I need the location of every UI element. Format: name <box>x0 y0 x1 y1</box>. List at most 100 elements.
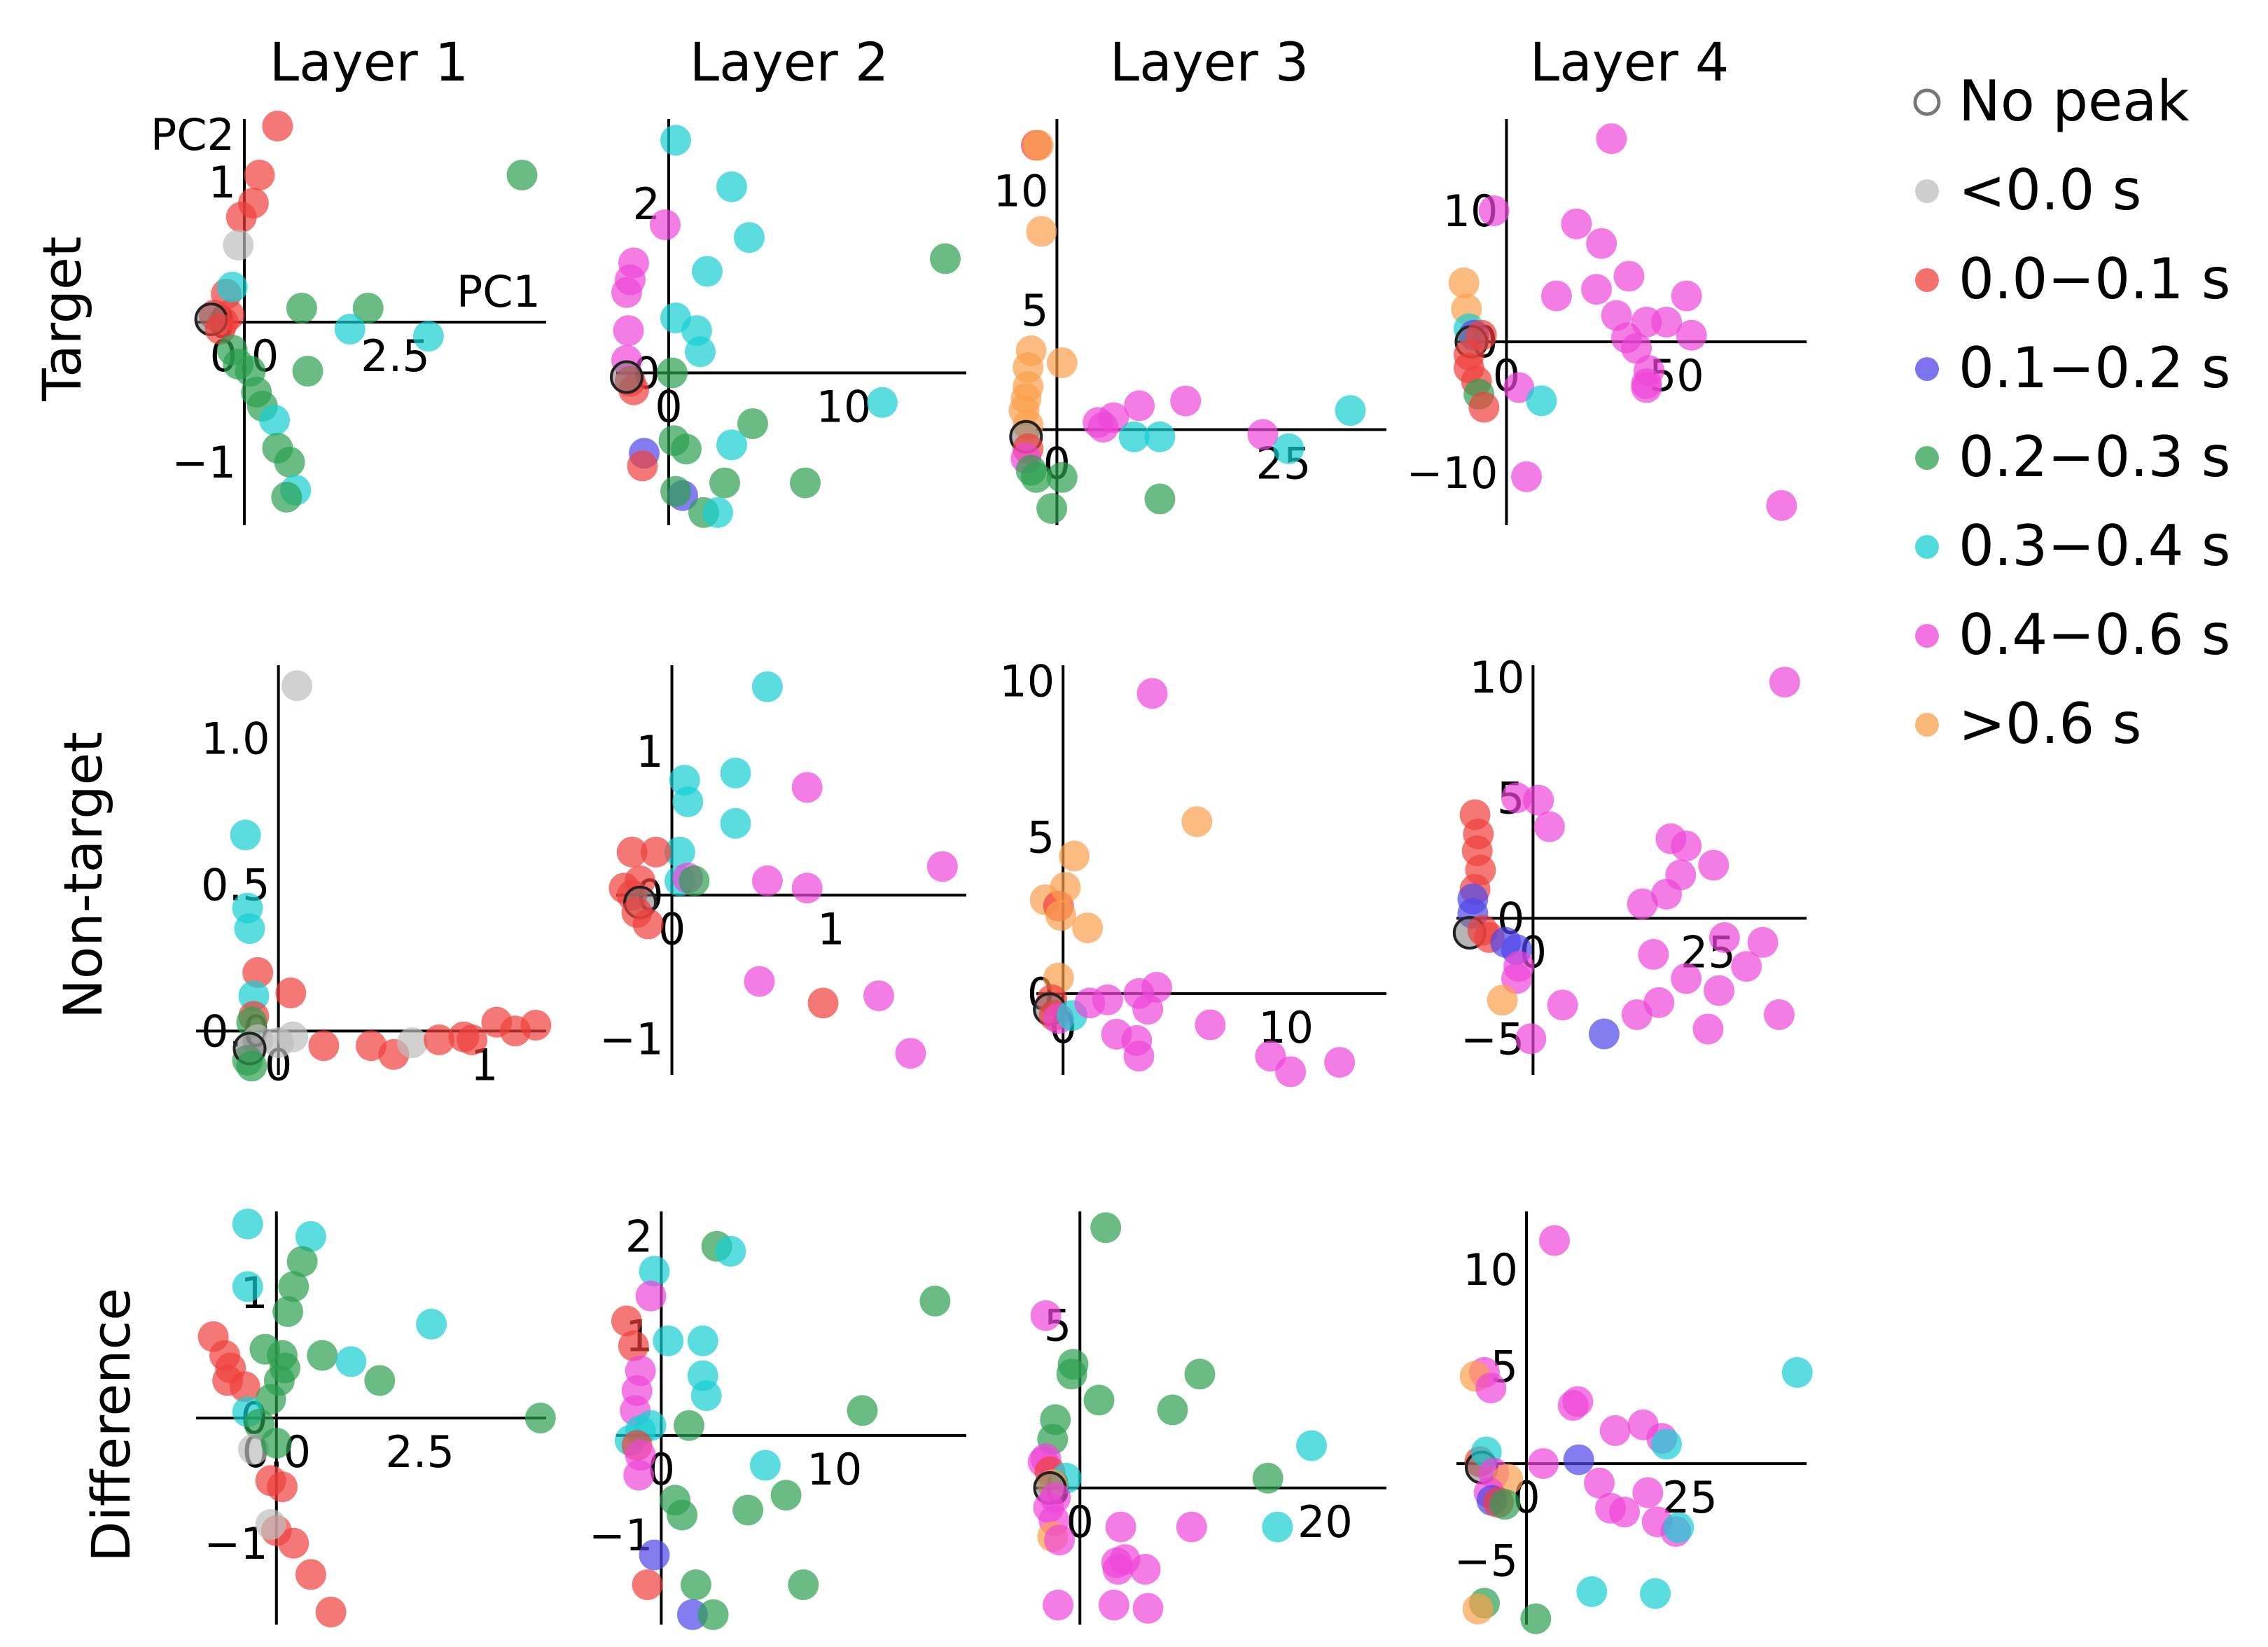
data-point-0-4-0-6-s <box>1044 1524 1076 1556</box>
data-point-0-2-0-3-s <box>1520 1603 1552 1634</box>
data-point-0-2-0-3-s <box>697 1599 729 1630</box>
data-point-0-4-0-6-s <box>751 865 783 896</box>
data-point-0-0-0-1-s <box>1468 391 1500 423</box>
data-point-0-2-0-3-s <box>1157 1394 1188 1426</box>
data-point-0-2-0-3-s <box>1036 493 1068 524</box>
data-point-0-4-0-6-s <box>1123 1041 1155 1072</box>
data-point-0-3-0-4-s <box>734 222 765 253</box>
data-point-0-0-0-1-s <box>520 1010 552 1041</box>
data-point-0-4-0-6-s <box>1747 926 1779 958</box>
data-point-0-6-s <box>1181 806 1213 838</box>
data-point-0-2-0-3-s <box>679 865 710 896</box>
legend: No peak <0.0 s 0.0−0.1 s 0.1−0.2 s 0.2−0.3 s… <box>1913 69 2231 756</box>
column-title-layer-1: Layer 1 <box>270 31 468 93</box>
y-tick-label: −5 <box>1454 1536 1518 1587</box>
legend-marker <box>1915 268 1939 292</box>
data-point-0-4-0-6-s <box>1195 1009 1226 1041</box>
data-point-0-4-0-6-s <box>1030 1300 1062 1331</box>
data-point-0-4-0-6-s <box>1621 999 1653 1030</box>
data-point-0-2-0-3-s <box>506 160 538 190</box>
data-point-0-4-0-6-s <box>1561 208 1592 239</box>
data-point-0-4-0-6-s <box>1247 419 1279 450</box>
y-tick-label: 1 <box>636 726 663 777</box>
data-point-0-3-0-4-s <box>749 1450 781 1481</box>
data-point-0-3-0-4-s <box>672 786 704 817</box>
data-point-0-0-0-1-s <box>308 1030 340 1062</box>
data-point-0-4-0-6-s <box>613 315 644 347</box>
y-tick-label: −10 <box>1407 447 1498 499</box>
data-point-0-4-0-6-s <box>1665 859 1697 891</box>
y-tick-label: 5 <box>1027 812 1055 863</box>
data-point-0-4-0-6-s <box>863 980 894 1012</box>
column-title-layer-2: Layer 2 <box>690 31 889 93</box>
data-point-0-4-0-6-s <box>1092 984 1123 1015</box>
data-point-0-4-0-6-s <box>623 1459 655 1491</box>
data-point-0-2-0-3-s <box>660 475 691 507</box>
data-point-0-0-0-1-s <box>225 202 257 232</box>
data-point-0-0-0-1-s <box>229 1371 260 1403</box>
data-point-0-3-0-4-s <box>335 1346 367 1377</box>
data-point-0-4-0-6-s <box>1275 1056 1307 1087</box>
data-point-0-4-0-6-s <box>1704 975 1734 1006</box>
data-point-0-6-s <box>1487 985 1518 1016</box>
y-tick-label: 10 <box>1469 652 1524 703</box>
legend-item-0-1-0-2-s: 0.1−0.2 s <box>1915 335 2231 401</box>
data-point-0-6-s <box>1059 840 1090 872</box>
data-point-0-0-0-1-s <box>262 111 293 141</box>
data-point-0-4-0-6-s <box>1692 1013 1724 1045</box>
data-point-0-3-0-4-s <box>1335 395 1366 426</box>
legend-marker <box>1913 88 1941 116</box>
data-point-0-4-0-6-s <box>1475 1372 1507 1404</box>
column-titles: Layer 1 Layer 2 Layer 3 Layer 4 <box>270 31 1729 93</box>
legend-item-0-0-0-1-s: 0.0−0.1 s <box>1915 246 2231 312</box>
x-tick-label: 20 <box>1298 1496 1353 1548</box>
data-point-0-0-0-1-s <box>807 987 839 1019</box>
data-point-0-2-0-3-s <box>788 1569 819 1601</box>
data-point-0-3-0-4-s <box>1781 1356 1813 1388</box>
y-tick-label: 10 <box>1463 1244 1518 1295</box>
data-point-0-2-0-3-s <box>307 1340 338 1371</box>
panel-non-target-layer-1: 0 10.00.51.0 <box>196 665 552 1090</box>
data-point-0-0-0-1-s <box>275 978 307 1008</box>
data-point-0-4-0-6-s <box>1562 1386 1594 1417</box>
data-point-0-4-0-6-s <box>1540 280 1572 312</box>
data-point-0-4-0-6-s <box>1709 922 1740 953</box>
data-point-0-4-0-6-s <box>1503 372 1535 403</box>
data-point-0-2-0-3-s <box>1184 1358 1216 1390</box>
data-point-0-4-0-6-s <box>1627 888 1658 919</box>
data-point-0-4-0-6-s <box>1671 963 1702 994</box>
panel-target-layer-3: 025510 <box>994 119 1386 525</box>
data-point-no-peak <box>610 360 643 394</box>
data-point-0-2-0-3-s <box>919 1286 951 1316</box>
data-point-0-3-0-4-s <box>232 1271 263 1302</box>
legend-item-0-2-0-3-s: 0.2−0.3 s <box>1915 424 2231 489</box>
y-tick-label: 10 <box>994 165 1049 216</box>
data-point-0-0-0-1-s <box>632 908 664 940</box>
data-point-0-4-0-6-s <box>1478 195 1510 226</box>
legend-item-0-3-0-4-s: 0.3−0.4 s <box>1915 513 2231 578</box>
data-point-0-3-0-4-s <box>1640 1578 1671 1609</box>
data-point-0-3-0-4-s <box>685 336 716 368</box>
data-point-0-4-0-6-s <box>1584 1467 1615 1499</box>
data-point-0-0-0-1-s <box>457 1024 488 1055</box>
data-point-0-3-0-4-s <box>720 757 751 788</box>
data-point-0-4-0-6-s <box>1129 1554 1161 1585</box>
data-point-0-2-0-3-s <box>286 1246 318 1277</box>
data-point-0-4-0-6-s <box>1599 1415 1631 1446</box>
data-point-0-0-0-1-s <box>611 1305 642 1337</box>
data-point-0-4-0-6-s <box>791 873 823 904</box>
data-point-0-2-0-3-s <box>790 467 821 499</box>
data-point-0-4-0-6-s <box>1613 260 1645 292</box>
data-point-0-2-0-3-s <box>930 243 961 274</box>
data-point-0-4-0-6-s <box>1731 951 1762 982</box>
data-point-0-4-0-6-s <box>1511 461 1542 492</box>
x-tick-label: 10 <box>807 1444 862 1495</box>
data-point-0-3-0-4-s <box>232 1208 263 1239</box>
legend-item-0-0-s: <0.0 s <box>1915 158 2141 223</box>
data-point-0-0-0-1-s <box>242 957 274 988</box>
data-point-0-4-0-6-s <box>1528 1448 1559 1480</box>
data-point-0-3-0-4-s <box>715 1235 746 1267</box>
x-tick-label: 0 <box>658 903 686 954</box>
